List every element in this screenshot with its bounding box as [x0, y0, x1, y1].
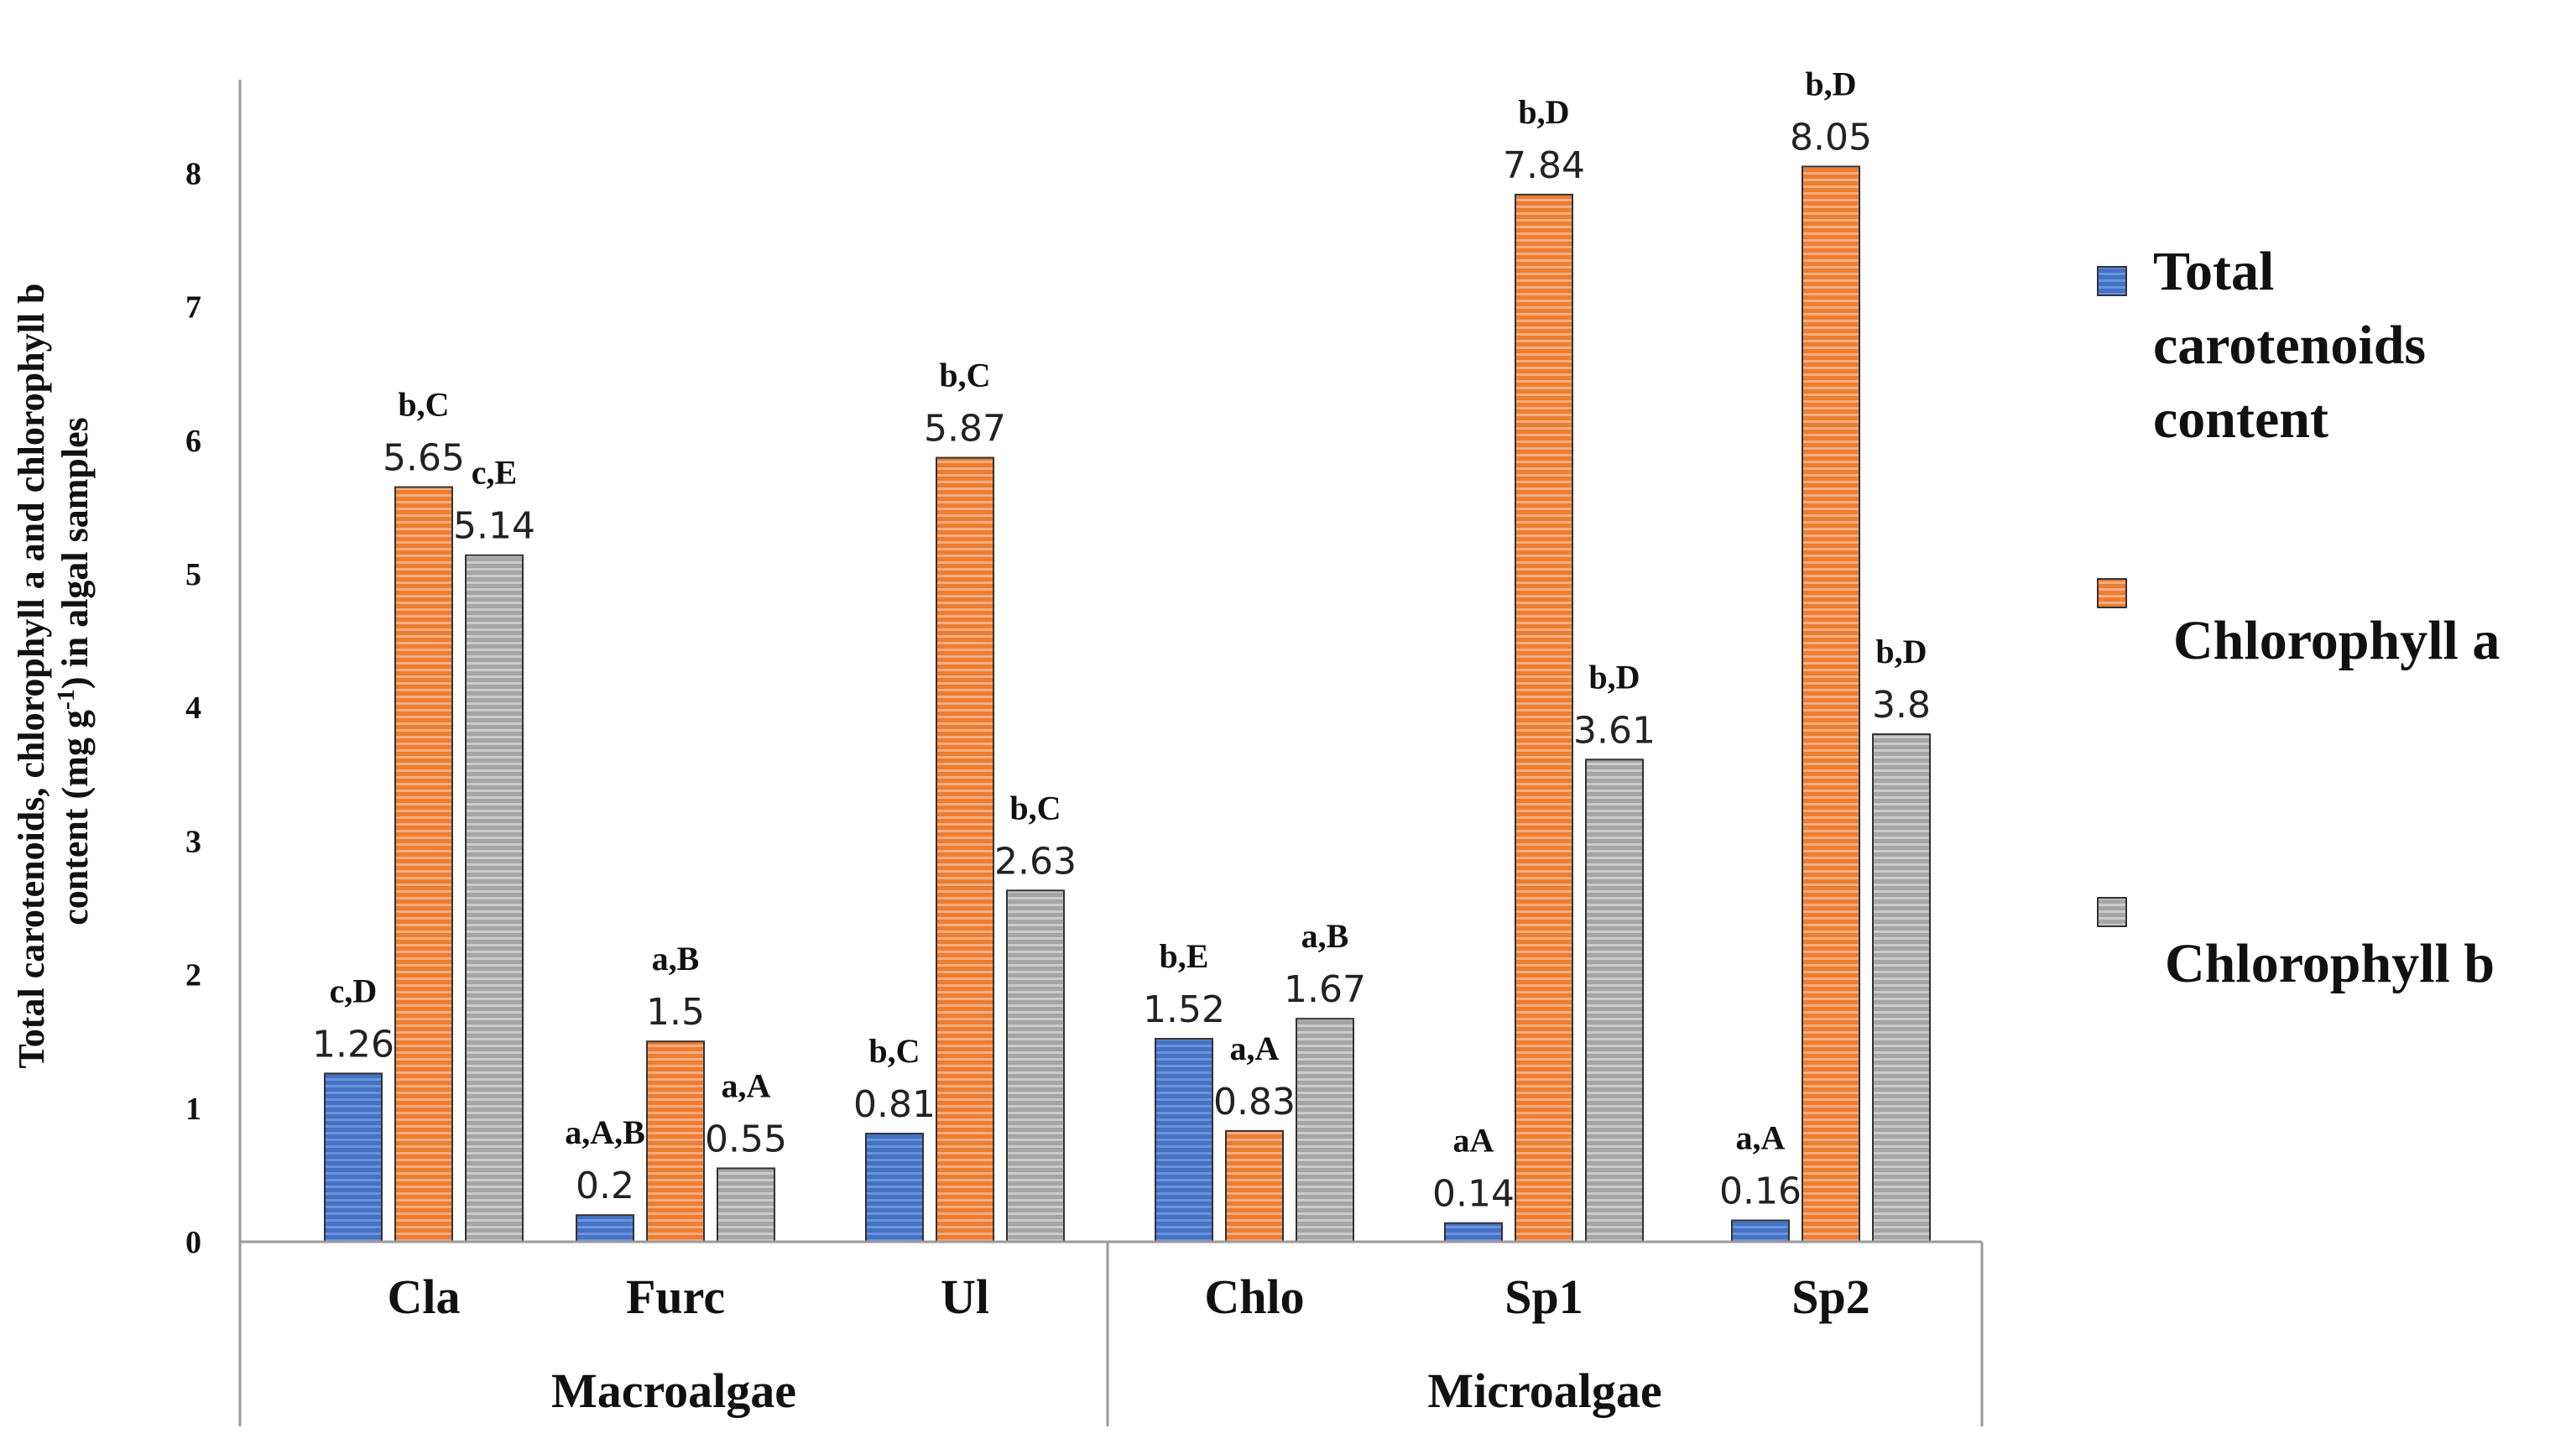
x-group-macroalgae: Macroalgae — [551, 1363, 796, 1418]
bar-chl-a-cla — [394, 486, 453, 1243]
y-tick-label-2: 2 — [185, 958, 201, 993]
y-tick-labels: 0 1 2 3 4 5 6 7 8 — [185, 156, 201, 1260]
y-axis-title-line-1: Total carotenoids, chlorophyll a and chl… — [11, 283, 52, 1068]
sig-label-carotenoids-chlo: b,E — [1160, 937, 1209, 975]
value-label-carotenoids-ul: 0.81 — [853, 1083, 936, 1126]
x-category-sp1: Sp1 — [1504, 1269, 1583, 1324]
sig-label-chl-a-sp1: b,D — [1518, 93, 1569, 131]
sig-label-chl-a-cla: b,C — [398, 386, 449, 424]
bar-chl-a-ul — [936, 456, 994, 1243]
bar-carotenoids-cla — [324, 1072, 383, 1243]
legend-label-chl-a-line-1: Chlorophyll a — [2173, 610, 2500, 671]
value-label-chl-a-cla: 5.65 — [383, 437, 465, 480]
sig-label-chl-b-cla: c,E — [472, 454, 517, 492]
bar-carotenoids-ul — [865, 1133, 924, 1243]
legend-swatch-carotenoids — [2097, 266, 2127, 296]
sig-label-chl-b-chlo: a,B — [1301, 917, 1349, 955]
x-category-furc: Furc — [626, 1269, 725, 1324]
legend-label-chl-b-line-1: Chlorophyll b — [2165, 933, 2495, 994]
x-group-labels: Macroalgae Microalgae — [551, 1363, 1662, 1418]
y-tick-label-6: 6 — [185, 424, 201, 459]
legend-label-carotenoids-line-1: Total — [2153, 241, 2274, 302]
x-group-microalgae: Microalgae — [1427, 1363, 1661, 1418]
value-label-carotenoids-sp2: 0.16 — [1719, 1170, 1802, 1213]
value-label-carotenoids-chlo: 1.52 — [1143, 988, 1225, 1031]
value-label-carotenoids-furc: 0.2 — [576, 1165, 634, 1207]
bar-carotenoids-sp1 — [1444, 1222, 1503, 1243]
sig-label-carotenoids-ul: b,C — [868, 1032, 920, 1070]
y-tick-label-5: 5 — [185, 557, 201, 592]
x-category-sp2: Sp2 — [1791, 1269, 1870, 1324]
bar-chl-b-sp2 — [1872, 733, 1931, 1243]
y-tick-label-7: 7 — [185, 290, 201, 326]
value-label-chl-b-sp2: 3.8 — [1872, 684, 1931, 727]
labels-layer: 1.26 c,D 0.2 a,A,B 0.81 b,C 1.52 b,E 0.14 aA 0.16 a… — [312, 65, 1931, 1215]
bar-chl-a-furc — [646, 1040, 705, 1243]
sig-label-chl-a-sp2: b,D — [1805, 65, 1856, 102]
value-label-chl-a-ul: 5.87 — [924, 408, 1006, 451]
y-axis-title-superscript: -1 — [52, 689, 80, 710]
sig-label-chl-a-chlo: a,A — [1230, 1030, 1280, 1067]
legend-label-carotenoids-line-3: content — [2153, 388, 2328, 450]
y-tick-label-4: 4 — [185, 691, 201, 726]
sig-label-carotenoids-cla: c,D — [330, 972, 378, 1009]
sig-label-chl-a-furc: a,B — [652, 940, 700, 977]
x-category-chlo: Chlo — [1204, 1269, 1304, 1324]
value-label-chl-b-sp1: 3.61 — [1573, 709, 1656, 752]
sig-label-carotenoids-sp1: aA — [1453, 1122, 1494, 1160]
value-label-chl-b-ul: 2.63 — [994, 840, 1077, 883]
x-category-ul: Ul — [941, 1269, 989, 1324]
value-label-carotenoids-cla: 1.26 — [312, 1023, 394, 1066]
sig-label-carotenoids-sp2: a,A — [1736, 1119, 1786, 1157]
bar-chl-b-cla — [465, 554, 524, 1243]
value-label-chl-b-cla: 5.14 — [453, 505, 535, 548]
bar-chl-a-sp2 — [1802, 165, 1860, 1243]
y-tick-label-8: 8 — [185, 156, 201, 191]
legend: Total carotenoids content Chlorophyll a Chlo… — [2097, 241, 2500, 994]
sig-label-carotenoids-furc: a,A,B — [565, 1113, 645, 1151]
legend-label-carotenoids-line-2: carotenoids — [2153, 315, 2426, 376]
value-label-carotenoids-sp1: 0.14 — [1432, 1173, 1515, 1216]
value-label-chl-b-chlo: 1.67 — [1284, 968, 1366, 1011]
bar-chl-b-furc — [717, 1167, 775, 1243]
sig-label-chl-a-ul: b,C — [939, 357, 990, 394]
value-label-chl-a-sp2: 8.05 — [1790, 116, 1872, 159]
value-label-chl-b-furc: 0.55 — [705, 1118, 787, 1160]
y-tick-label-0: 0 — [185, 1225, 201, 1260]
bar-chl-a-chlo — [1225, 1129, 1284, 1243]
bar-carotenoids-furc — [576, 1214, 634, 1243]
sig-label-chl-b-sp2: b,D — [1875, 633, 1927, 670]
y-tick-label-1: 1 — [185, 1092, 201, 1127]
legend-swatch-chl-a — [2097, 578, 2127, 608]
value-label-chl-a-furc: 1.5 — [646, 991, 705, 1034]
value-label-chl-a-sp1: 7.84 — [1503, 144, 1585, 187]
sig-label-chl-b-furc: a,A — [722, 1066, 771, 1104]
y-axis-title-line-2-end: ) in algal samples — [55, 417, 96, 689]
bar-chl-b-sp1 — [1585, 758, 1644, 1243]
sig-label-chl-b-ul: b,C — [1009, 789, 1061, 826]
bar-chl-b-chlo — [1296, 1018, 1354, 1243]
bar-carotenoids-chlo — [1155, 1038, 1213, 1243]
value-label-chl-a-chlo: 0.83 — [1213, 1081, 1296, 1123]
y-axis-title-line-2: content (mg g — [55, 710, 96, 925]
y-axis-title: Total carotenoids, chlorophyll a and chl… — [11, 274, 96, 1068]
bar-chl-a-sp1 — [1515, 193, 1573, 1243]
y-tick-label-3: 3 — [185, 824, 201, 859]
legend-swatch-chl-b — [2097, 897, 2127, 927]
x-category-labels: Cla Furc Ul Chlo Sp1 Sp2 — [388, 1269, 1870, 1324]
x-category-cla: Cla — [388, 1269, 461, 1324]
bars-layer — [324, 165, 1931, 1243]
bar-carotenoids-sp2 — [1731, 1219, 1790, 1243]
bar-chl-b-ul — [1006, 889, 1065, 1243]
sig-label-chl-b-sp1: b,D — [1588, 658, 1640, 696]
